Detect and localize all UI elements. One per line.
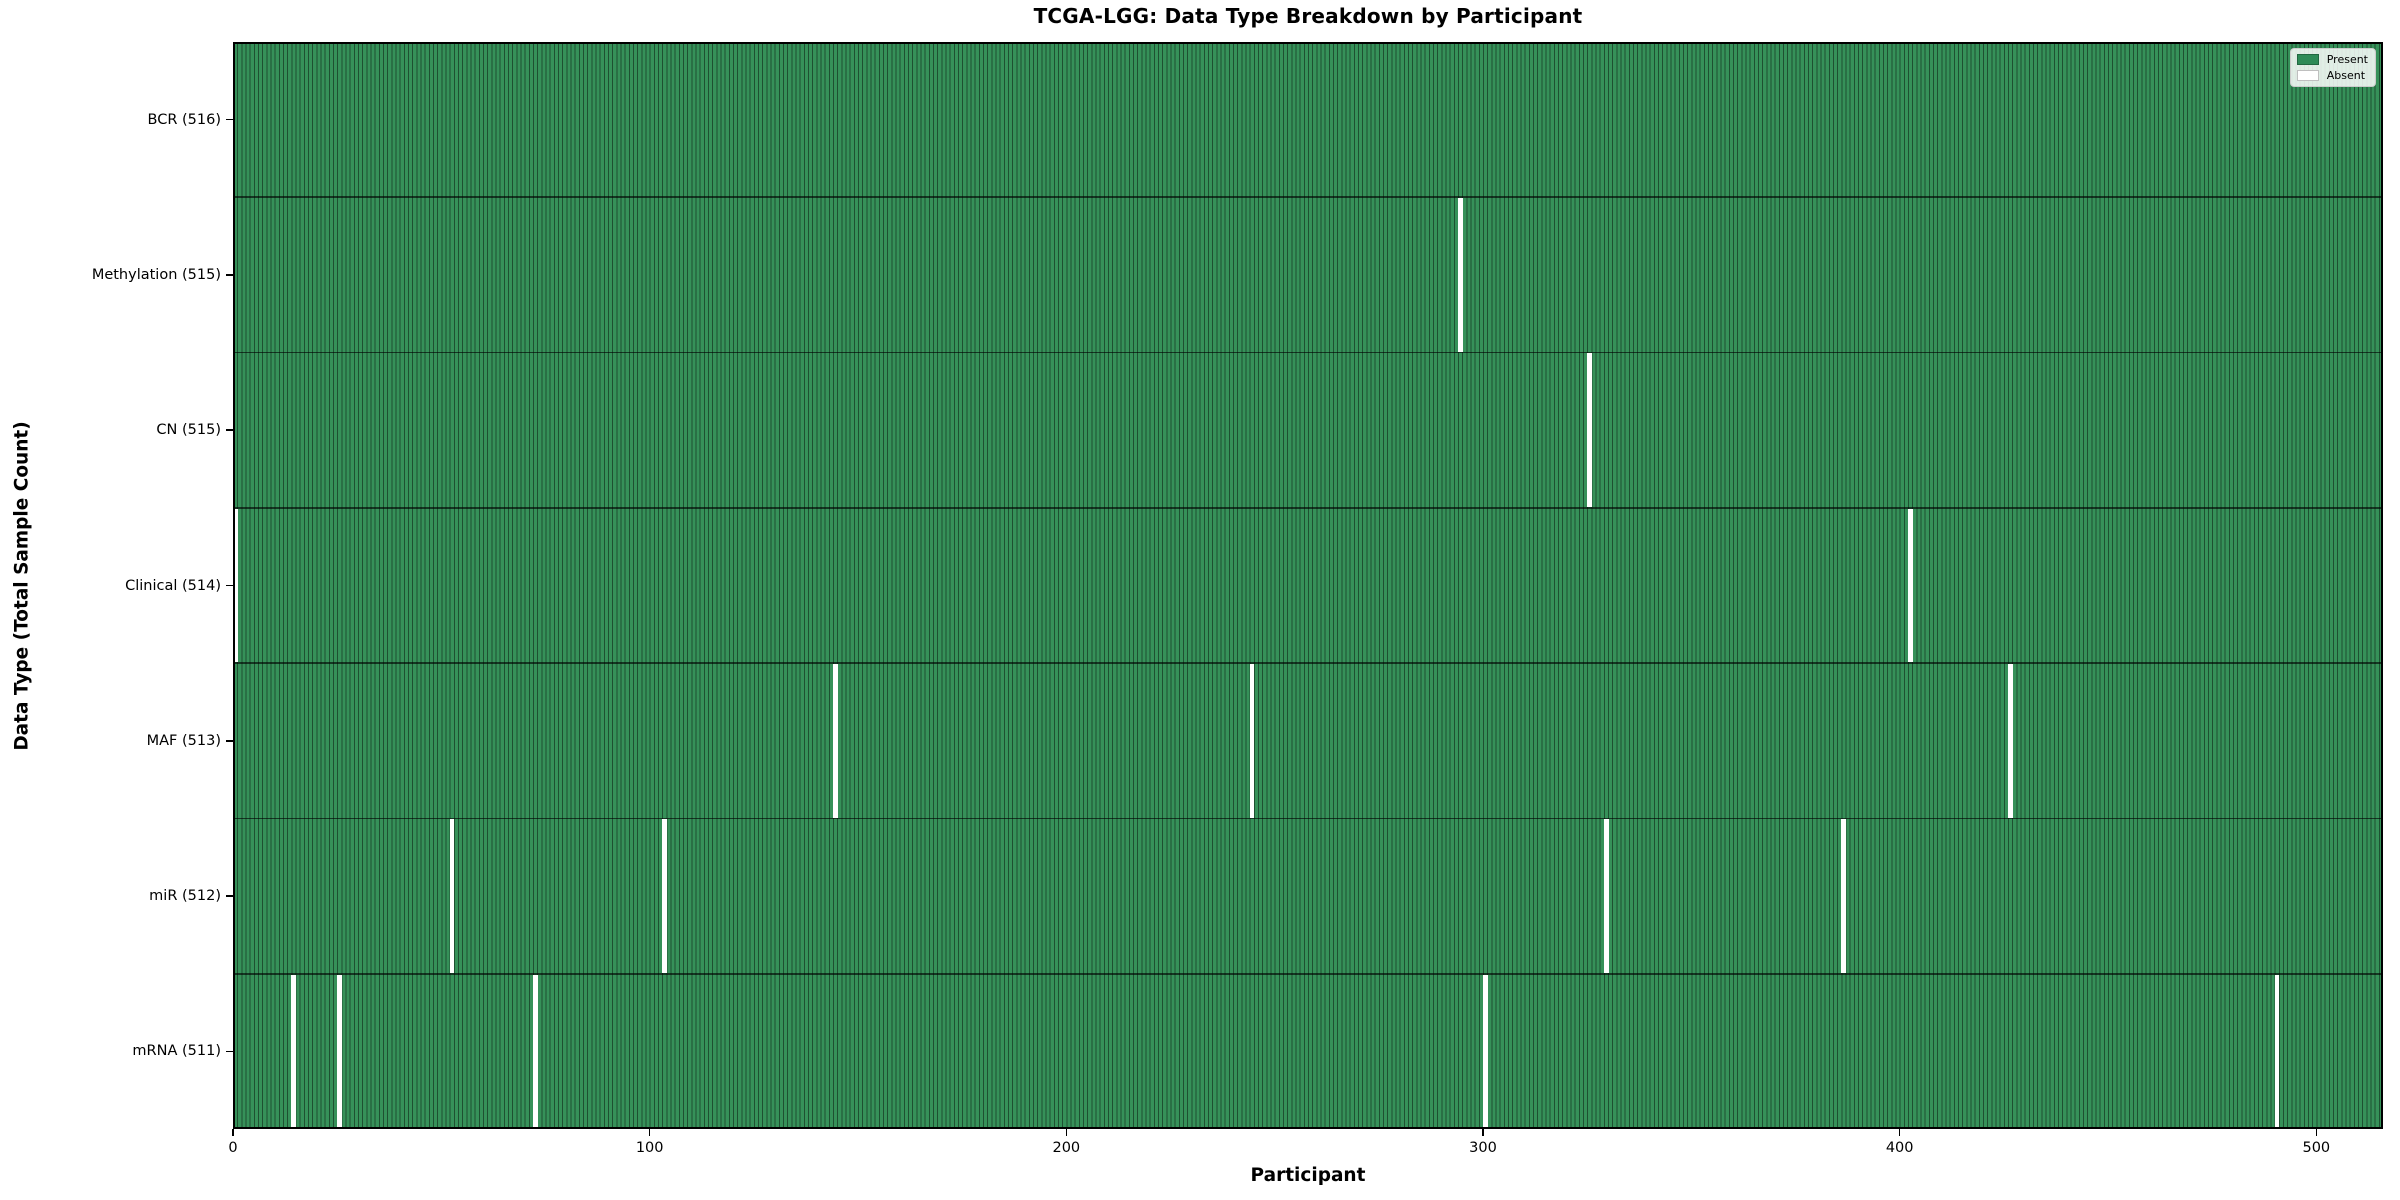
absent-gap-mrna-25 <box>337 974 342 1129</box>
row-separator <box>233 972 2383 975</box>
row-separator <box>233 196 2383 199</box>
absent-gap-mrna-300 <box>1483 974 1488 1129</box>
row-separator <box>233 817 2383 820</box>
x-tick-mark <box>1065 1129 1068 1136</box>
legend-entry-present: Present <box>2296 53 2368 66</box>
absent-gap-mir-103 <box>662 819 667 973</box>
y-tick-label-mir: miR (512) <box>149 888 221 905</box>
plot-area: Present Absent <box>233 42 2383 1129</box>
absent-gap-mrna-14 <box>291 974 297 1129</box>
absent-gap-clinical-0 <box>233 508 238 663</box>
x-tick-label-200: 200 <box>1052 1140 1081 1156</box>
row-separator <box>233 351 2383 354</box>
absent-gap-mir-52 <box>449 819 455 973</box>
x-tick-label-100: 100 <box>635 1140 664 1156</box>
absent-gap-maf-426 <box>2008 663 2013 818</box>
absent-gap-methylation-294 <box>1458 198 1463 352</box>
y-tick-label-bcr: BCR (516) <box>147 111 222 128</box>
y-tick-label-methylation: Methylation (515) <box>91 266 221 283</box>
legend-label: Absent <box>2326 69 2366 82</box>
x-tick-mark <box>1482 1129 1484 1136</box>
absent-gap-maf-244 <box>1249 663 1255 818</box>
legend-entry-absent: Absent <box>2296 69 2368 82</box>
absent-gap-mrna-490 <box>2274 974 2280 1129</box>
legend-swatch-present <box>2296 54 2319 65</box>
axes-frame <box>233 42 2383 1129</box>
x-tick-label-300: 300 <box>1469 1140 1497 1156</box>
legend-label: Present <box>2326 53 2368 66</box>
x-tick-mark <box>1898 1129 1901 1136</box>
y-tick-label-mrna: mRNA (511) <box>132 1043 221 1060</box>
y-tick-mark <box>226 1050 233 1053</box>
absent-gap-mir-386 <box>1841 819 1847 973</box>
legend-swatch-absent <box>2296 70 2319 81</box>
y-tick-label-clinical: Clinical (514) <box>125 577 221 594</box>
row-separator <box>233 507 2383 509</box>
row-separator <box>233 662 2383 664</box>
x-tick-label-500: 500 <box>2302 1140 2331 1156</box>
y-tick-mark <box>226 584 233 587</box>
y-tick-mark <box>226 429 233 431</box>
absent-gap-mir-329 <box>1603 819 1609 973</box>
x-tick-label-400: 400 <box>1885 1140 1914 1156</box>
absent-gap-maf-144 <box>833 663 838 818</box>
x-tick-mark <box>648 1129 651 1136</box>
y-tick-mark <box>226 274 233 276</box>
y-tick-mark <box>226 118 233 121</box>
x-tick-label-0: 0 <box>228 1140 238 1156</box>
chart-title: TCGA-LGG: Data Type Breakdown by Partici… <box>1033 4 1583 28</box>
y-tick-label-maf: MAF (513) <box>146 732 221 749</box>
y-tick-mark <box>226 895 233 897</box>
x-tick-mark <box>2315 1129 2318 1136</box>
absent-gap-clinical-402 <box>1908 508 1913 663</box>
y-tick-mark <box>226 739 233 742</box>
legend: Present Absent <box>2289 48 2376 87</box>
absent-gap-mrna-72 <box>533 974 538 1129</box>
absent-gap-cn-325 <box>1587 353 1592 508</box>
y-tick-label-cn: CN (515) <box>156 422 221 439</box>
x-tick-mark <box>232 1129 234 1136</box>
x-axis-title: Participant <box>1250 1165 1366 1186</box>
